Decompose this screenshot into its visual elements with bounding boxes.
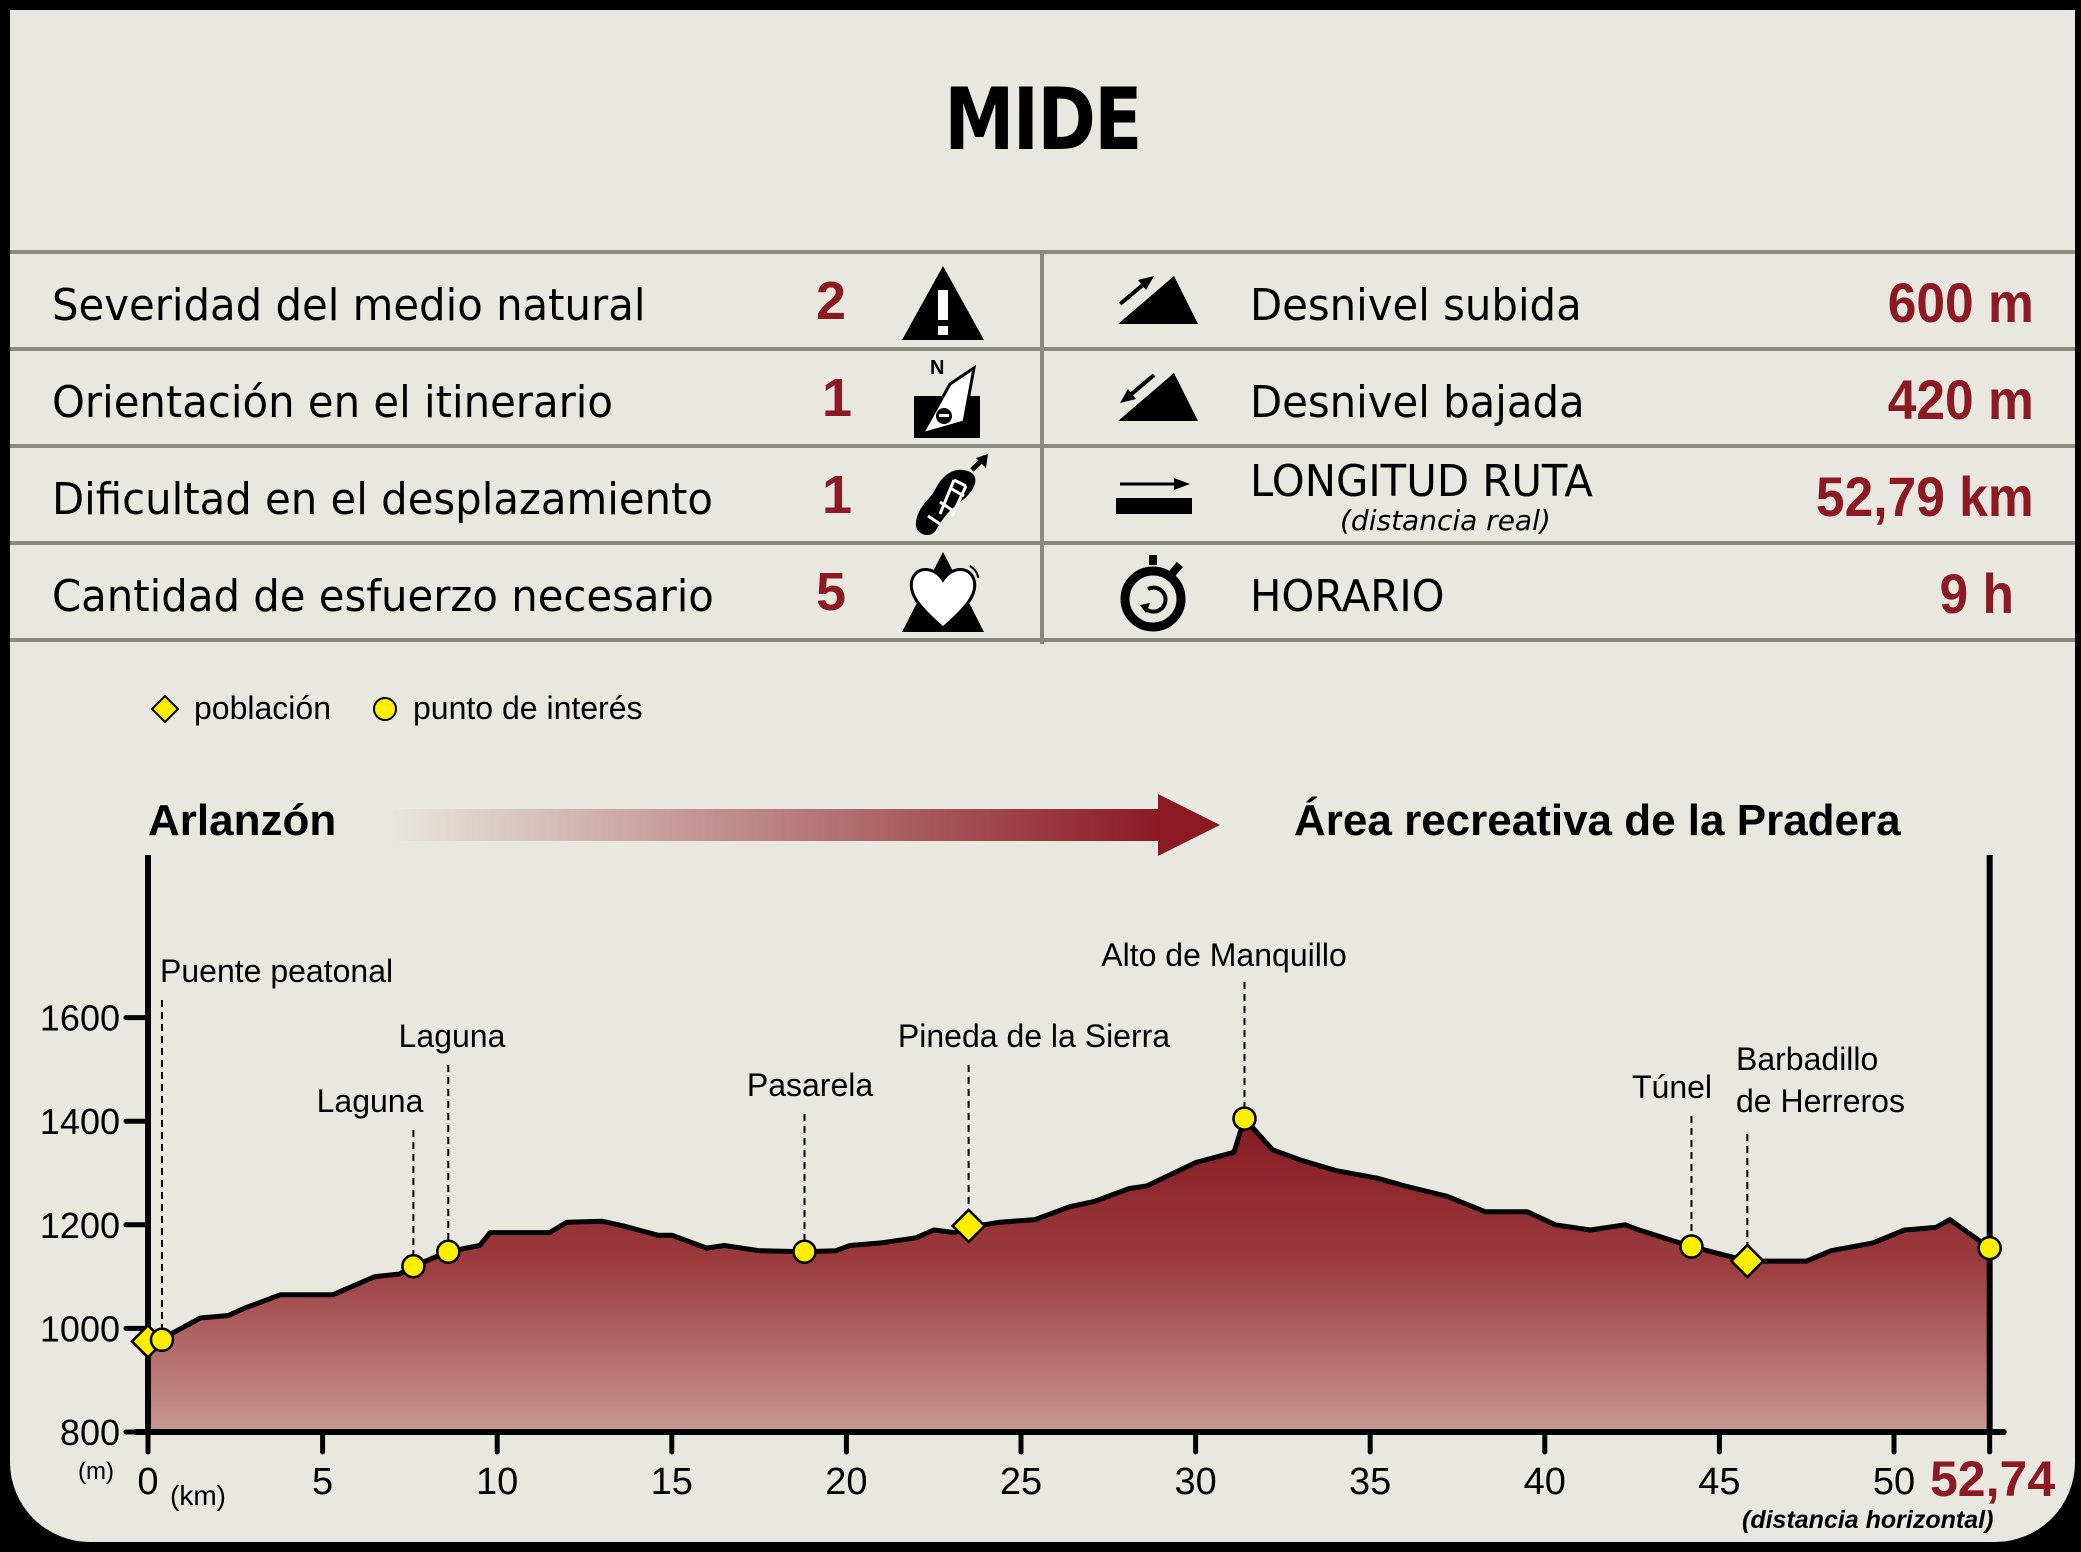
row-label: Cantidad de esfuerzo necesario — [52, 571, 714, 622]
svg-text:Laguna: Laguna — [399, 1018, 506, 1054]
compass-orientation-icon: N — [914, 357, 980, 438]
row-value: 420 m — [1887, 368, 2034, 431]
row-score: 1 — [822, 368, 853, 428]
x-axis-unit: (km) — [170, 1480, 226, 1511]
svg-text:1400: 1400 — [40, 1101, 120, 1142]
route-direction-arrow-icon — [390, 794, 1220, 856]
svg-text:Barbadillo: Barbadillo — [1736, 1041, 1878, 1077]
row-value: 9 h — [1939, 562, 2014, 625]
stopwatch-icon — [1120, 555, 1186, 632]
total-distance-note: (distancia horizontal) — [1742, 1506, 1994, 1534]
svg-text:Alto de Manquillo: Alto de Manquillo — [1101, 937, 1346, 973]
point-labels: Puente peatonalLagunaLagunaPasarelaPined… — [160, 937, 1905, 1119]
route-end: Área recreativa de la Pradera — [1294, 796, 1901, 845]
diamond-marker-icon — [150, 694, 180, 723]
legend-label: punto de interés — [413, 690, 643, 726]
y-axis-unit: (m) — [78, 1458, 114, 1485]
descent-slope-icon — [1118, 373, 1198, 421]
row-label: Desnivel subida — [1250, 280, 1582, 331]
profile-area — [147, 1116, 1992, 1432]
svg-text:Pasarela: Pasarela — [747, 1067, 874, 1103]
svg-text:800: 800 — [60, 1412, 120, 1453]
row-value: 600 m — [1887, 271, 2034, 334]
svg-text:50: 50 — [1873, 1461, 1915, 1503]
legend-item-town: población — [150, 690, 331, 727]
warning-mountain-icon — [902, 266, 984, 340]
svg-text:5: 5 — [312, 1461, 333, 1503]
chart-axes: 800 1000 1200 1400 1600 0 5 10 15 20 25 30 35 40 45 50 — [40, 855, 2007, 1503]
svg-text:Puente peatonal: Puente peatonal — [160, 953, 393, 989]
legend-item-poi: punto de interés — [371, 690, 643, 727]
svg-text:1000: 1000 — [40, 1308, 120, 1349]
svg-text:N: N — [930, 357, 944, 379]
svg-text:de Herreros: de Herreros — [1736, 1083, 1905, 1119]
svg-text:Laguna: Laguna — [317, 1083, 424, 1119]
svg-text:35: 35 — [1349, 1461, 1391, 1503]
route-start: Arlanzón — [148, 796, 337, 845]
row-label: Orientación en el itinerario — [52, 377, 613, 428]
row-value: 52,79 km — [1816, 465, 2034, 528]
row-label: Severidad del medio natural — [52, 280, 646, 331]
mide-row-desnivel-bajada: Desnivel bajada 420 m — [1044, 347, 2034, 444]
total-distance-label: 52,74 — [1930, 1451, 2056, 1507]
leader-lines — [160, 982, 1749, 1328]
column-divider — [1040, 250, 1044, 644]
svg-text:10: 10 — [476, 1461, 518, 1503]
heart-mountain-icon — [902, 552, 984, 632]
distance-arrow-icon — [1116, 478, 1192, 514]
row-score: 1 — [822, 465, 853, 525]
legend-label: población — [194, 690, 331, 726]
point-markers — [130, 1106, 2002, 1360]
mide-row-horario: HORARIO 9 h — [1044, 541, 2034, 638]
mide-table: Severidad del medio natural 2 Orientació… — [10, 250, 2075, 650]
mide-row-longitud: LONGITUD RUTA (distancia real) 52,79 km — [1044, 444, 2034, 541]
svg-text:1600: 1600 — [40, 998, 120, 1039]
svg-text:30: 30 — [1174, 1461, 1216, 1503]
row-sublabel: (distancia real) — [1340, 504, 1551, 537]
chart-legend: población punto de interés — [150, 690, 683, 727]
svg-text:40: 40 — [1524, 1461, 1566, 1503]
row-label: Dificultad en el desplazamiento — [52, 474, 714, 525]
row-score: 5 — [816, 562, 847, 622]
row-label: HORARIO — [1250, 571, 1445, 622]
circle-marker-icon — [373, 696, 397, 721]
row-score: 2 — [816, 271, 847, 331]
boot-sole-icon — [915, 454, 988, 536]
svg-text:Túnel: Túnel — [1632, 1069, 1712, 1105]
ascent-slope-icon — [1118, 276, 1198, 324]
svg-text:20: 20 — [825, 1461, 867, 1503]
mide-row-desnivel-subida: Desnivel subida 600 m — [1044, 250, 2034, 347]
svg-text:45: 45 — [1698, 1461, 1740, 1503]
svg-text:15: 15 — [651, 1461, 693, 1503]
row-label: LONGITUD RUTA — [1250, 456, 1593, 507]
svg-text:1200: 1200 — [40, 1205, 120, 1246]
svg-text:0: 0 — [137, 1461, 158, 1503]
row-label: Desnivel bajada — [1250, 377, 1585, 428]
page-title: MIDE — [944, 70, 1142, 170]
svg-text:25: 25 — [1000, 1461, 1042, 1503]
mide-card: MIDE Severidad del medio natural 2 Orien… — [10, 10, 2075, 1542]
svg-text:Pineda de la Sierra: Pineda de la Sierra — [898, 1018, 1170, 1054]
